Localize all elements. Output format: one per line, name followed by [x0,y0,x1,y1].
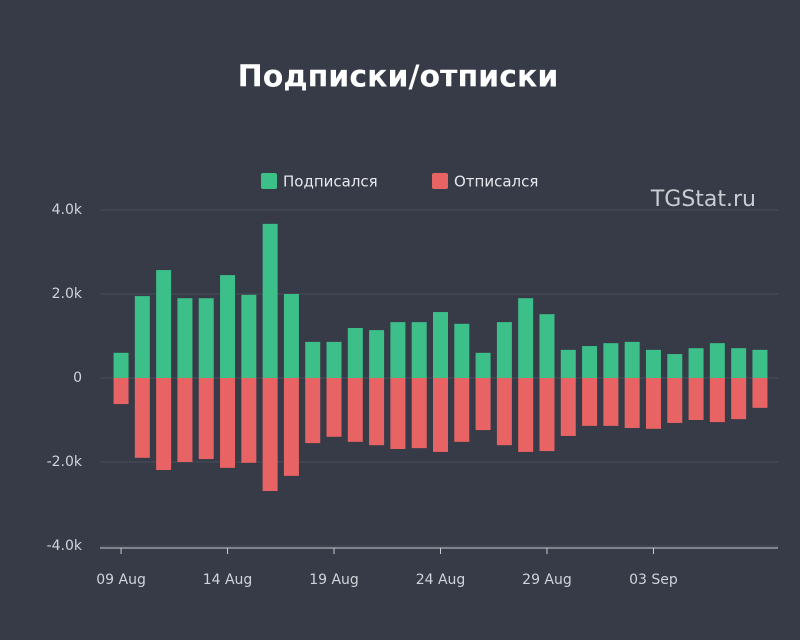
bar [709,378,725,423]
y-tick-label: 0 [73,370,82,386]
x-tick-label: 24 Aug [416,572,466,588]
legend-swatch [261,173,277,189]
bar [433,312,448,378]
bar [454,323,470,378]
bar [347,328,363,378]
bar [645,378,661,429]
bar [134,296,150,378]
y-tick-label: 4.0k [52,202,83,218]
bar [305,378,321,444]
bar [113,378,129,405]
bar [624,341,640,378]
bar [603,343,619,378]
bar [731,378,747,420]
x-tick-label: 19 Aug [309,572,359,588]
bar [156,378,172,470]
bar [220,378,236,468]
bar [624,378,640,428]
legend-label: Отписался [454,173,538,191]
bar [475,352,491,378]
bar [198,378,214,460]
bar [731,348,747,378]
chart-title: Подписки/отписки [238,60,559,95]
bar [390,322,406,378]
bar [262,223,278,378]
bar [582,346,598,378]
bar [518,298,534,378]
bar [475,378,491,431]
bar [156,270,172,378]
bar [326,341,342,378]
bar [326,378,342,437]
bar [433,378,448,452]
bar [709,343,725,378]
bar [560,349,576,378]
legend-swatch [432,173,448,189]
bar [603,378,619,426]
bar [198,298,214,378]
bar [645,349,661,378]
bar [411,322,427,378]
bar [113,352,129,378]
bar [134,378,150,458]
x-tick-label: 03 Sep [629,572,678,588]
watermark: TGStat.ru [650,187,756,212]
bar [305,341,321,378]
bar [177,378,193,462]
y-tick-label: -4.0k [47,538,83,554]
bar [220,275,236,378]
bar [539,314,555,378]
bar [390,378,406,449]
y-tick-label: -2.0k [47,454,83,470]
bar [752,349,768,378]
bar [177,298,193,378]
bar [454,378,470,442]
bar [241,378,257,463]
bar [411,378,427,449]
y-tick-label: 2.0k [52,286,83,302]
bar [283,294,299,378]
bar [688,378,704,420]
bar [752,378,768,408]
bar [347,378,363,442]
bar [539,378,555,452]
bar [496,322,512,378]
bar [518,378,534,452]
bar [241,294,257,378]
bar [496,378,512,446]
legend-label: Подписался [283,173,378,191]
x-tick-label: 29 Aug [522,572,572,588]
bar [369,330,385,378]
bar [688,348,704,378]
bar [667,354,683,378]
bar [369,378,385,446]
bar [667,378,683,423]
bar [262,378,278,491]
x-tick-label: 09 Aug [96,572,146,588]
bar [560,378,576,436]
bar [582,378,598,426]
x-tick-label: 14 Aug [203,572,253,588]
bar [283,378,299,476]
